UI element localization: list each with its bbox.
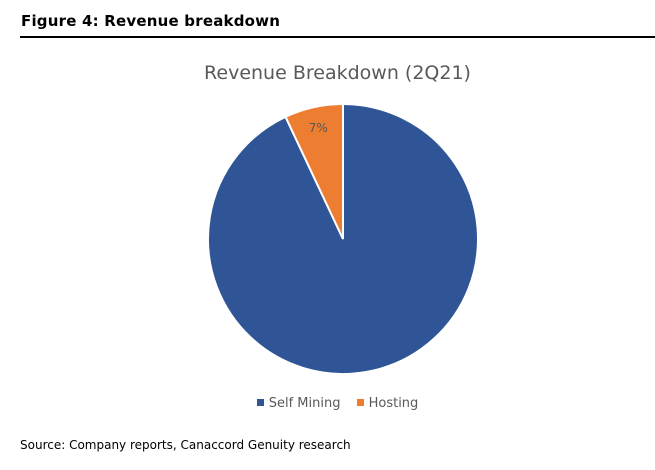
chart-area: Revenue Breakdown (2Q21) 93% 7% Self Mini… bbox=[20, 40, 655, 430]
source-note: Source: Company reports, Canaccord Genui… bbox=[20, 438, 351, 452]
data-label-hosting: 7% bbox=[309, 121, 328, 135]
pie-slice-hosting bbox=[284, 102, 344, 240]
figure-title: Figure 4: Revenue breakdown bbox=[21, 12, 281, 30]
legend-item-self-mining: Self Mining bbox=[256, 396, 341, 411]
legend: Self Mining Hosting bbox=[20, 396, 655, 411]
legend-label-hosting: Hosting bbox=[368, 396, 419, 411]
legend-item-hosting: Hosting bbox=[356, 396, 419, 411]
legend-label-self-mining: Self Mining bbox=[268, 396, 341, 411]
pie-chart: 93% 7% bbox=[207, 102, 479, 409]
legend-swatch-hosting bbox=[356, 399, 364, 406]
legend-swatch-self-mining bbox=[256, 399, 264, 406]
data-label-self-mining: 93% bbox=[390, 394, 421, 409]
title-rule bbox=[20, 36, 655, 38]
chart-title: Revenue Breakdown (2Q21) bbox=[204, 62, 471, 84]
